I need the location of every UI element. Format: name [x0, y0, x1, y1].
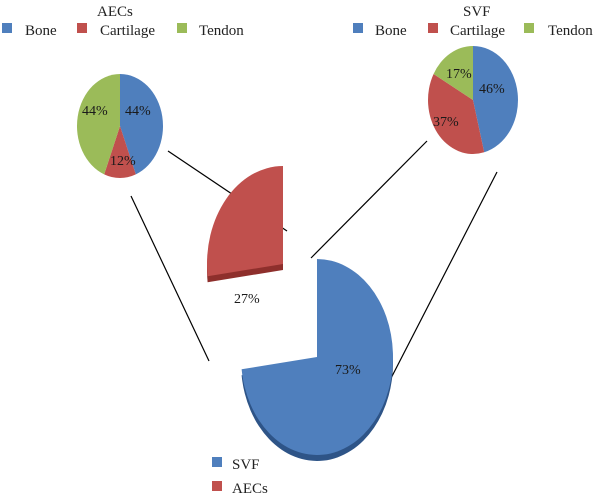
aecs-legend-cartilage: Cartilage	[100, 23, 155, 39]
connector-svf-left	[310, 140, 428, 259]
aecs-legend-swatch-bone	[2, 23, 12, 33]
main-slice-svf	[241, 259, 394, 455]
main-slice-aecs	[207, 166, 283, 277]
connector-svf-right	[386, 171, 498, 387]
svf-label-bone: 46%	[479, 82, 505, 97]
svf-slice-cartilage	[428, 73, 485, 154]
main-legend-swatch-svf	[212, 457, 222, 467]
aecs-label-bone: 44%	[125, 104, 151, 119]
main-legend: SVF AECs	[212, 457, 268, 497]
svf-label-cartilage: 37%	[433, 115, 459, 130]
svf-legend-swatch-tendon	[524, 23, 534, 33]
main-legend-swatch-aecs	[212, 481, 222, 491]
main-label-svf: 73%	[335, 363, 361, 378]
aecs-legend-swatch-tendon	[177, 23, 187, 33]
aecs-pie: 44% 12% 44%	[76, 74, 164, 179]
connector-aecs-left	[130, 195, 210, 362]
svf-label-tendon: 17%	[446, 67, 472, 82]
main-legend-svf: SVF	[232, 457, 260, 473]
main-label-aecs: 27%	[234, 292, 260, 307]
svf-title: SVF	[463, 4, 491, 20]
aecs-slice-cartilage	[104, 126, 136, 179]
aecs-legend-tendon: Tendon	[199, 23, 244, 39]
svf-legend-swatch-cartilage	[428, 23, 438, 33]
aecs-legend-swatch-cartilage	[77, 23, 87, 33]
main-legend-aecs: AECs	[232, 481, 268, 497]
svf-legend: SVF Bone Cartilage Tendon	[353, 4, 593, 39]
svf-legend-bone: Bone	[375, 23, 407, 39]
aecs-legend: AECs Bone Cartilage Tendon	[2, 4, 244, 39]
svf-legend-tendon: Tendon	[548, 23, 593, 39]
svf-legend-cartilage: Cartilage	[450, 23, 505, 39]
aecs-slice-bone	[120, 74, 164, 175]
connector-lines	[130, 140, 498, 387]
aecs-legend-bone: Bone	[25, 23, 57, 39]
svf-legend-swatch-bone	[353, 23, 363, 33]
svf-pie: 46% 37% 17%	[428, 46, 518, 154]
svf-slice-tendon	[433, 46, 473, 100]
aecs-label-tendon: 44%	[82, 104, 108, 119]
aecs-label-cartilage: 12%	[110, 154, 136, 169]
aecs-slice-tendon	[76, 74, 120, 175]
main-pie: 73% 27%	[207, 166, 394, 461]
svf-slice-bone	[473, 46, 518, 153]
aecs-title: AECs	[97, 4, 133, 20]
